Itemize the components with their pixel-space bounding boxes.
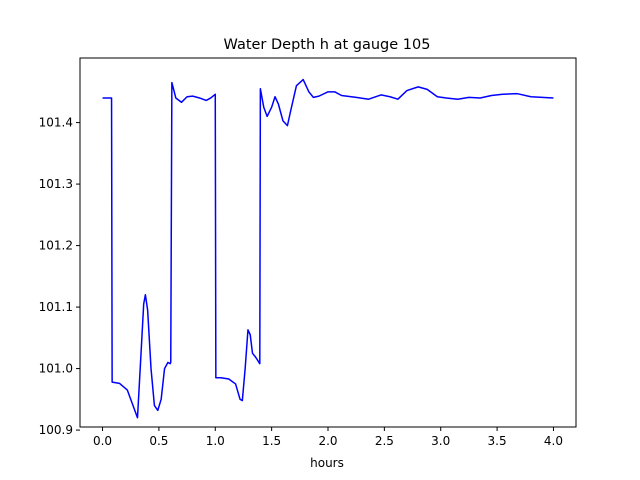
y-tick-label: 101.2 [39, 239, 73, 253]
series-line-0 [102, 78, 554, 419]
y-axis: 100.9 101.0 101.1 101.2 101.3 101.4 [39, 116, 80, 437]
x-tick-label: 0.5 [149, 434, 168, 448]
x-tick-label: 1.5 [262, 434, 281, 448]
y-tick-label: 101.0 [39, 362, 73, 376]
y-tick-label: 100.9 [39, 423, 73, 437]
x-tick-label: 2.5 [375, 434, 394, 448]
x-tick-label: 3.5 [488, 434, 507, 448]
x-tick-label: 3.0 [431, 434, 450, 448]
x-axis: 0.0 0.5 1.0 1.5 2.0 2.5 3.0 3.5 4.0 [93, 427, 563, 448]
x-axis-label: hours [310, 456, 344, 470]
y-tick-label: 101.4 [39, 116, 73, 130]
x-tick-label: 0.0 [93, 434, 112, 448]
chart-title: Water Depth h at gauge 105 [224, 37, 431, 53]
x-tick-label: 1.0 [206, 434, 225, 448]
y-tick-label: 101.1 [39, 300, 73, 314]
x-tick-label: 4.0 [544, 434, 563, 448]
plot-area [102, 78, 554, 419]
y-tick-label: 101.3 [39, 177, 73, 191]
x-tick-label: 2.0 [318, 434, 337, 448]
